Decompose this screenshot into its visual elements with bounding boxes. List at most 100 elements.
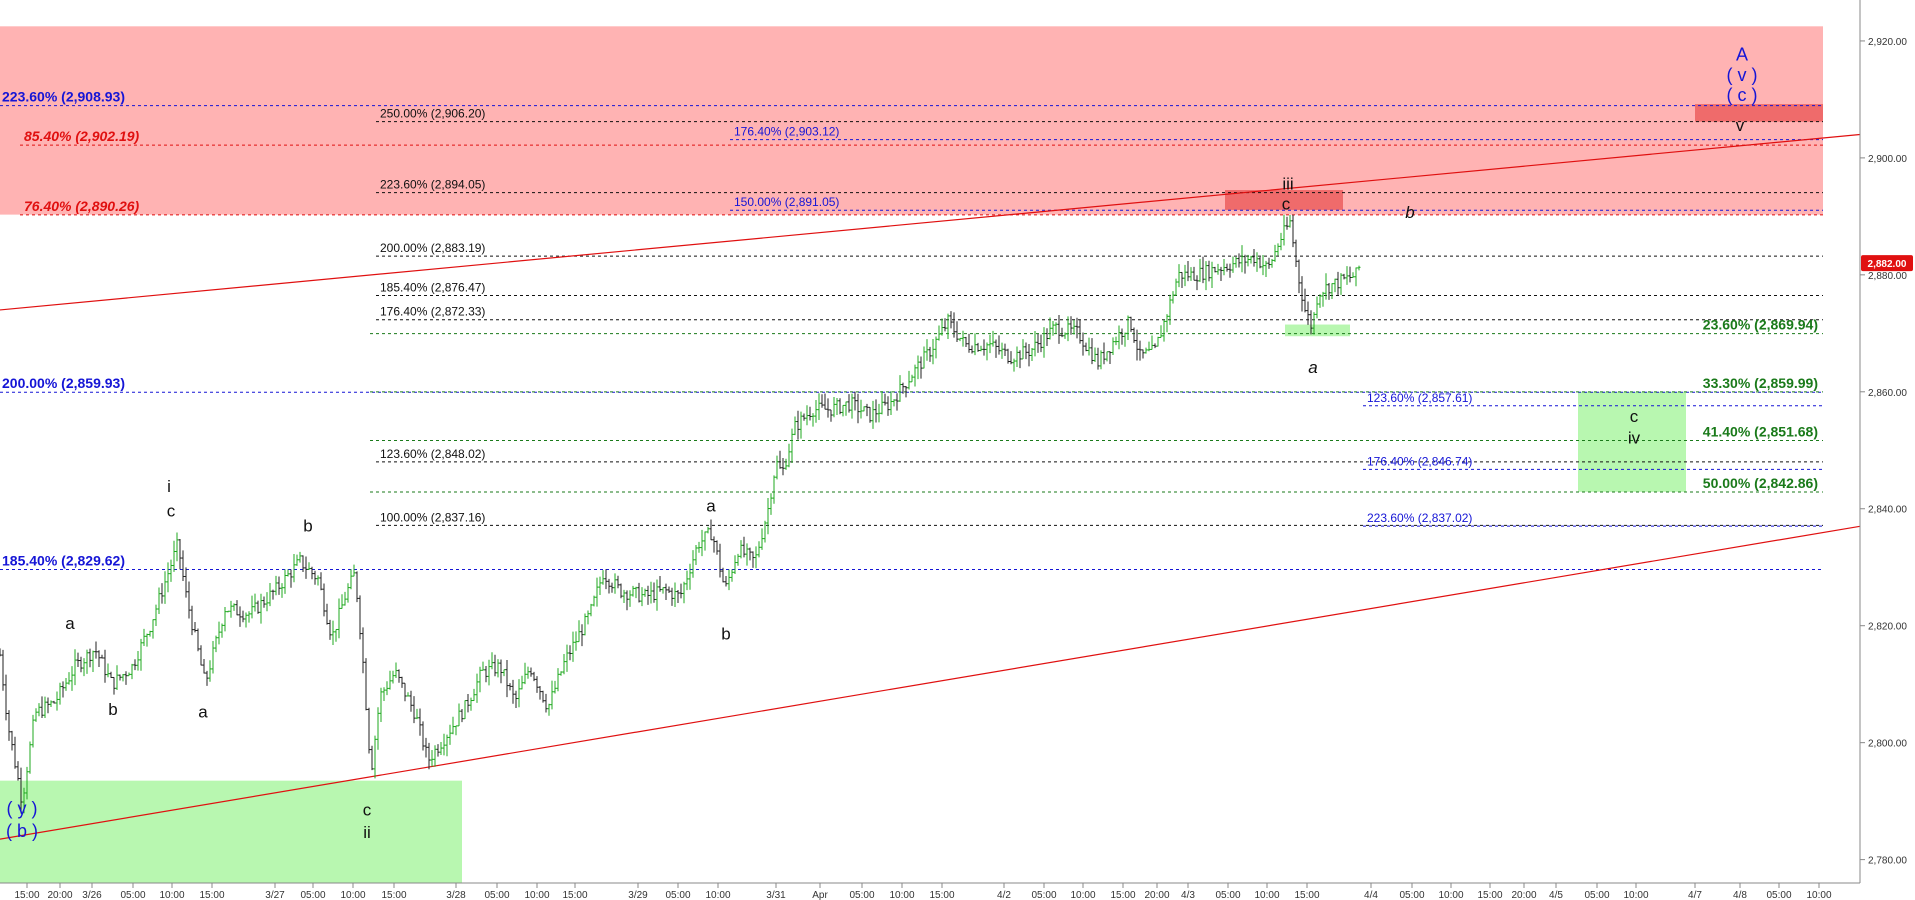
price-bar <box>271 589 275 600</box>
price-bar <box>355 571 359 603</box>
price-bar <box>1201 256 1205 284</box>
price-bar <box>688 563 692 590</box>
price-bar <box>898 375 902 402</box>
price-bar <box>76 652 80 668</box>
price-bar <box>1072 319 1076 335</box>
price-bar <box>1300 276 1304 312</box>
price-bar <box>502 669 506 677</box>
price-bar <box>592 595 596 607</box>
price-bar <box>1351 272 1355 278</box>
x-tick-label: 4/7 <box>1688 890 1702 900</box>
price-bar <box>1231 256 1235 273</box>
price-bar <box>175 532 179 562</box>
price-bar <box>1111 337 1115 355</box>
price-bar <box>790 428 794 464</box>
price-bar <box>1006 348 1010 364</box>
wave-label: iii <box>1282 174 1293 193</box>
zone-1 <box>0 780 462 883</box>
x-tick-label: 10:00 <box>1806 890 1831 900</box>
price-bar <box>1210 261 1214 289</box>
price-bar <box>1192 266 1196 281</box>
price-bar <box>163 571 167 604</box>
price-bar <box>868 406 872 423</box>
price-bar <box>1039 334 1043 353</box>
wave-label: c <box>1630 407 1639 426</box>
price-bar <box>877 403 881 423</box>
price-bar <box>331 620 335 646</box>
price-bar <box>916 355 920 380</box>
price-bar <box>574 631 578 651</box>
price-bar <box>79 656 83 673</box>
price-bar <box>838 398 842 415</box>
price-bar <box>598 576 602 596</box>
price-bar <box>1258 256 1262 269</box>
x-tick-label: 05:00 <box>484 890 509 900</box>
price-bar <box>313 570 317 585</box>
price-bar <box>901 382 905 394</box>
price-bar <box>553 680 557 694</box>
x-tick-label: 4/2 <box>997 890 1011 900</box>
price-bar <box>664 583 668 600</box>
price-bar <box>25 766 29 800</box>
price-bar <box>1024 342 1028 360</box>
price-bar <box>745 543 749 566</box>
price-bar <box>373 735 377 779</box>
price-bar <box>955 321 959 342</box>
price-bar <box>397 669 401 683</box>
price-bar <box>220 623 224 638</box>
price-bar <box>682 581 686 604</box>
price-bar <box>763 520 767 543</box>
price-bar <box>400 676 404 688</box>
price-bar <box>820 394 824 408</box>
price-bar <box>418 708 422 736</box>
price-bar <box>448 724 452 745</box>
price-bar <box>1105 351 1109 362</box>
price-bar <box>928 346 932 362</box>
price-bar <box>376 707 380 750</box>
price-bar <box>1150 335 1154 350</box>
y-tick-label: 2,920.00 <box>1868 37 1907 48</box>
price-bar <box>658 576 662 592</box>
price-bar <box>1084 342 1088 352</box>
price-bar <box>724 576 728 587</box>
price-bar <box>529 667 533 677</box>
price-bar <box>517 679 521 708</box>
x-tick-label: 15:00 <box>562 890 587 900</box>
price-bar <box>247 611 251 623</box>
price-bar <box>1225 263 1229 272</box>
price-bar <box>709 519 713 541</box>
price-bar <box>511 679 515 704</box>
price-bar <box>940 318 944 336</box>
price-bar <box>31 714 35 748</box>
price-bar <box>244 612 248 628</box>
price-bar <box>931 339 935 365</box>
price-bar <box>1198 258 1202 282</box>
wave-label: i <box>167 477 171 496</box>
price-bar <box>910 374 914 383</box>
price-bar <box>460 709 464 723</box>
price-bar <box>607 578 611 594</box>
x-tick-label: 4/3 <box>1181 890 1195 900</box>
price-bar <box>589 603 593 617</box>
price-bar <box>613 573 617 594</box>
price-bar <box>505 659 509 698</box>
price-bar <box>1270 258 1274 268</box>
price-bar <box>481 661 485 671</box>
price-bar <box>661 587 665 594</box>
price-bar <box>1342 273 1346 280</box>
price-bar <box>889 391 893 416</box>
wave-label: c <box>167 502 176 521</box>
fib-lines-layer <box>0 105 1823 570</box>
price-bar <box>847 394 851 413</box>
price-bar <box>988 334 992 354</box>
price-bar <box>850 393 854 419</box>
price-bar <box>469 697 473 711</box>
price-bar <box>28 741 32 774</box>
price-bar <box>718 543 722 578</box>
fib-level-label: 185.40% (2,876.47) <box>380 280 485 294</box>
x-tick-label: 10:00 <box>705 890 730 900</box>
y-tick-label: 2,900.00 <box>1868 154 1907 165</box>
price-bar <box>322 583 326 617</box>
price-bar <box>241 610 245 623</box>
price-bar <box>985 342 989 361</box>
